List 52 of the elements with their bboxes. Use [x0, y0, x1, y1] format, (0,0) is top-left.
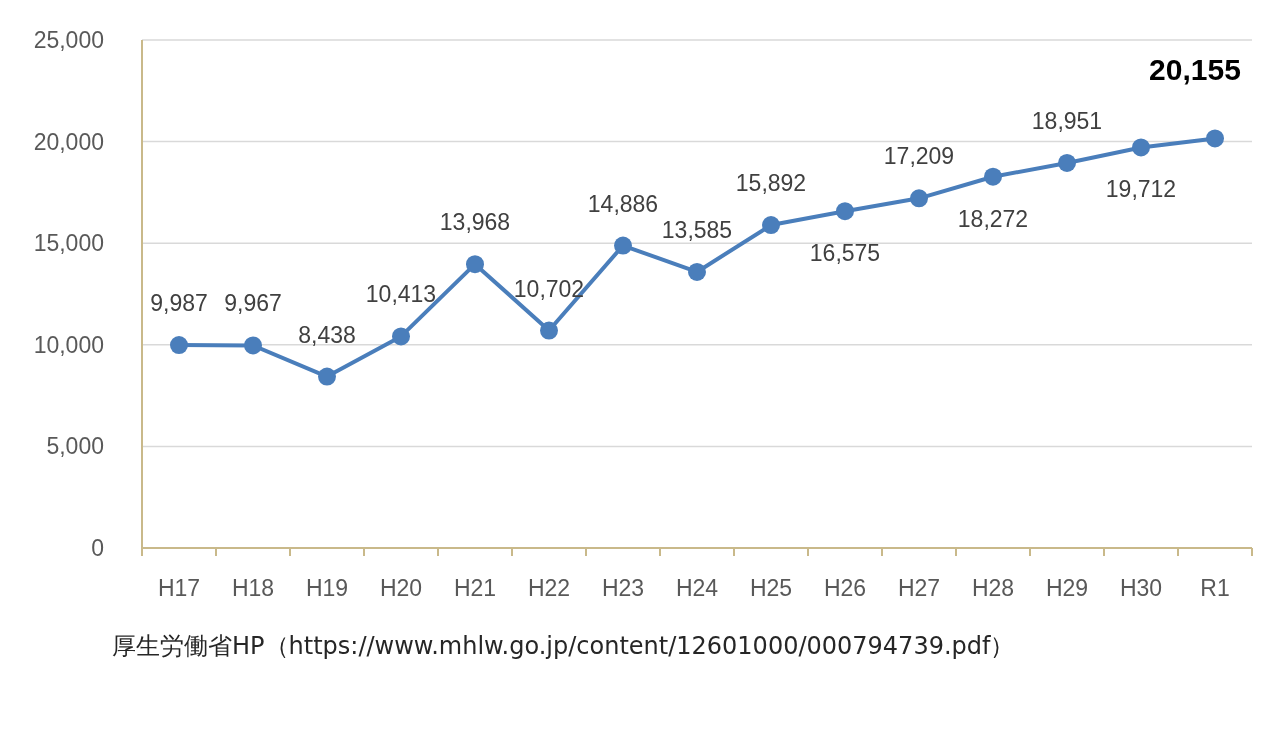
point — [170, 336, 188, 355]
text: 17,209 — [883, 143, 955, 170]
y-tick-label: 15,000 — [33, 230, 104, 257]
point — [466, 255, 484, 274]
y-tick-label: 10,000 — [33, 331, 104, 358]
text: 19,712 — [1105, 176, 1177, 203]
x-tick-label: H20 — [379, 575, 423, 601]
text: 20,155 — [1149, 53, 1241, 87]
point — [762, 216, 780, 235]
text: 13,968 — [439, 209, 511, 236]
text: 9,967 — [224, 290, 282, 317]
x-tick-label: H18 — [231, 575, 275, 601]
point — [688, 262, 706, 281]
text: 16,575 — [809, 240, 881, 267]
text: 9,987 — [150, 290, 208, 317]
x-tick-label: H21 — [453, 575, 497, 601]
x-tick-label: H24 — [675, 575, 719, 601]
point — [392, 327, 410, 346]
text: 8,438 — [298, 321, 356, 348]
x-tick-label: H23 — [601, 575, 645, 601]
x-tick-label: H28 — [971, 575, 1015, 601]
text: 10,702 — [513, 275, 585, 302]
x-tick-label: H27 — [897, 575, 941, 601]
point — [1206, 129, 1224, 148]
text: 10,413 — [365, 281, 437, 308]
y-tick-label: 20,000 — [33, 128, 104, 155]
x-tick-label: H30 — [1119, 575, 1163, 601]
text: 15,892 — [735, 170, 807, 197]
point — [836, 202, 854, 221]
x-tick-label: H26 — [823, 575, 867, 601]
point — [244, 336, 262, 355]
x-tick-label: R1 — [1200, 575, 1230, 601]
x-tick-label: H19 — [305, 575, 349, 601]
y-tick-label: 25,000 — [33, 27, 104, 53]
x-tick-label: H22 — [527, 575, 571, 601]
text: 13,585 — [661, 216, 733, 243]
text: 18,272 — [957, 205, 1029, 232]
x-tick-label: H25 — [749, 575, 793, 601]
text: 18,951 — [1031, 107, 1103, 134]
y-tick-label: 5,000 — [46, 433, 104, 460]
point — [1132, 138, 1150, 157]
text: 14,886 — [587, 190, 659, 217]
y-tick-label: 0 — [91, 535, 104, 561]
point — [984, 167, 1002, 186]
point — [910, 189, 928, 208]
x-tick-label: H17 — [157, 575, 201, 601]
point — [1058, 153, 1076, 172]
point — [318, 367, 336, 386]
point — [540, 321, 558, 340]
text: 厚生労働省HP（https://www.mhlw.go.jp/content/12601000/000794739.pdf） — [112, 632, 1015, 660]
point — [614, 236, 632, 255]
x-tick-label: H29 — [1045, 575, 1089, 601]
